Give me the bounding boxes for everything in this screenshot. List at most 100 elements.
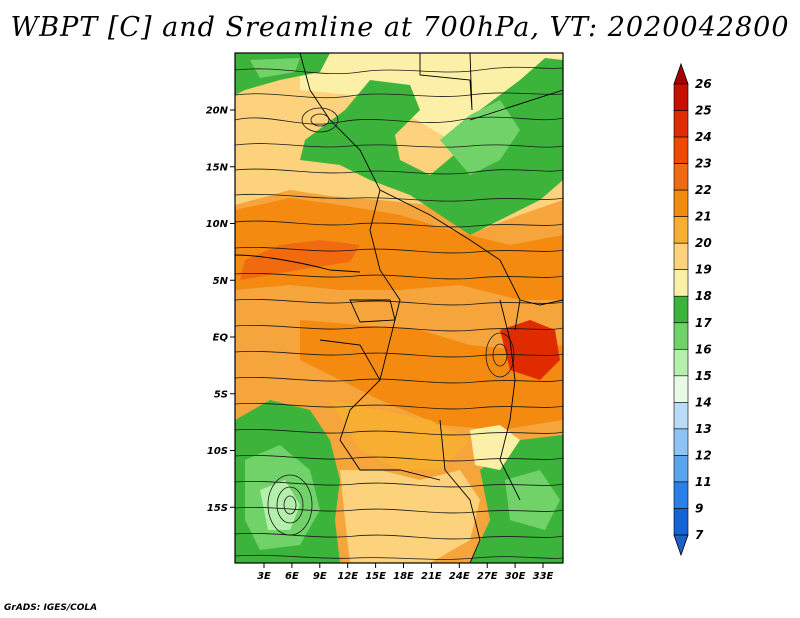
colorbar-segment <box>673 508 689 536</box>
colorbar-label: 23 <box>695 157 712 171</box>
colorbar-label: 7 <box>695 528 704 542</box>
colorbar-label: 20 <box>695 236 712 250</box>
country-border <box>469 89 563 121</box>
streamline-eddy <box>492 343 508 367</box>
wbpt-contour-19-south <box>340 470 480 563</box>
colorbar-bottom-arrow <box>673 534 689 557</box>
colorbar-label: 26 <box>695 77 712 91</box>
wbpt-contour-16-nw <box>250 58 300 78</box>
colorbar-segment <box>673 136 689 164</box>
colorbar-segment <box>673 269 689 297</box>
colorbar-label: 22 <box>695 183 712 197</box>
streamline <box>235 143 563 148</box>
streamline <box>235 454 563 462</box>
streamline <box>235 116 563 125</box>
lat-label: 5N <box>213 276 229 287</box>
country-border <box>419 53 473 111</box>
streamline-eddy <box>276 486 304 524</box>
lat-label: EQ <box>213 333 229 344</box>
lon-label: 15E <box>365 571 386 582</box>
colorbar: 26 25 24 23 22 21 20 19 18 17 16 15 14 13 12 11 9 7 <box>673 62 712 557</box>
lon-label: 24E <box>449 571 470 582</box>
lon-label: 6E <box>285 571 299 582</box>
streamline-eddy <box>485 332 515 378</box>
colorbar-segment <box>673 189 689 217</box>
colorbar-label: 17 <box>695 316 712 330</box>
streamline <box>235 298 563 306</box>
colorbar-segment <box>673 216 689 244</box>
streamline <box>235 246 563 254</box>
streamline <box>235 554 563 560</box>
country-border <box>519 299 563 306</box>
wbpt-contour-22-north <box>235 198 563 300</box>
colorbar-segment <box>673 322 689 350</box>
wbpt-contour-23-east <box>500 320 560 380</box>
colorbar-label: 15 <box>695 369 712 383</box>
colorbar-label: 14 <box>695 395 712 409</box>
country-border <box>235 254 361 273</box>
colorbar-label: 19 <box>695 263 712 277</box>
map-frame <box>234 52 564 564</box>
colorbar-segment <box>673 242 689 271</box>
country-borders <box>235 53 563 563</box>
colorbar-label: 12 <box>695 448 712 462</box>
streamline <box>235 193 563 202</box>
streamline <box>235 324 563 332</box>
wbpt-contour-16-north <box>440 100 520 175</box>
colorbar-label: 25 <box>695 104 712 118</box>
lat-label: 20N <box>206 106 229 117</box>
country-border <box>349 299 396 323</box>
streamline <box>235 402 563 410</box>
colorbar-segment <box>673 348 689 377</box>
wbpt-field <box>235 53 563 563</box>
latitude-axis: 20N 15N 10N 5N EQ 5S 10S 15S <box>206 106 235 514</box>
lon-label: 9E <box>313 571 327 582</box>
country-border <box>319 339 441 481</box>
lon-label: 3E <box>257 571 271 582</box>
wbpt-contour-21-south <box>330 400 470 470</box>
colorbar-segment <box>673 295 689 324</box>
streamline-eddy <box>283 495 297 515</box>
lat-label: 15S <box>207 503 228 514</box>
colorbar-segment <box>673 110 689 138</box>
streamline <box>235 376 563 384</box>
streamline <box>235 168 563 175</box>
map-title: WBPT [C] and Sreamline at 700hPa, VT: 20… <box>10 12 790 43</box>
streamline <box>235 506 563 514</box>
lat-label: 10S <box>207 446 228 457</box>
streamline-eddy <box>267 474 313 536</box>
colorbar-segment <box>673 83 689 111</box>
colorbar-segment <box>673 163 689 191</box>
grads-credit: GrADS: IGES/COLA <box>4 603 98 613</box>
colorbar-segment <box>673 375 689 403</box>
colorbar-label: 16 <box>695 342 712 356</box>
colorbar-label: 21 <box>695 210 712 224</box>
streamline <box>235 350 563 358</box>
streamline <box>235 66 563 74</box>
longitude-axis: 3E 6E 9E 12E 15E 18E 21E 24E 27E 30E 33E <box>257 563 554 582</box>
country-border <box>379 189 521 331</box>
streamline <box>235 272 563 280</box>
country-border <box>499 299 521 501</box>
colorbar-segment <box>673 402 689 430</box>
colorbar-segment <box>673 428 689 456</box>
streamline <box>235 92 563 99</box>
colorbar-segment <box>673 455 689 483</box>
lon-label: 30E <box>505 571 526 582</box>
wbpt-contour-23-north <box>240 240 360 280</box>
lon-label: 12E <box>337 571 358 582</box>
lon-label: 18E <box>393 571 414 582</box>
colorbar-label: 24 <box>695 130 712 144</box>
streamline-eddy <box>310 113 330 127</box>
colorbar-top-arrow <box>673 62 689 85</box>
streamlines <box>235 66 563 560</box>
colorbar-segment <box>673 481 689 509</box>
colorbar-label: 9 <box>695 501 703 515</box>
colorbar-label: 11 <box>695 475 712 489</box>
lon-label: 27E <box>477 571 498 582</box>
wbpt-contour-22-central <box>300 320 563 430</box>
lon-label: 33E <box>533 571 554 582</box>
lat-label: 10N <box>206 219 229 230</box>
streamline-eddy <box>301 107 339 133</box>
